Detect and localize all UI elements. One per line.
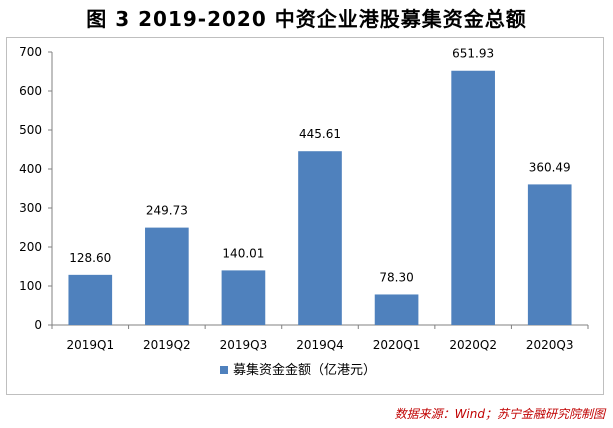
legend-label: 募集资金金额（亿港元）: [233, 362, 376, 378]
data-source-note: 数据来源：Wind；苏宁金融研究院制图: [394, 407, 605, 421]
bar-2020Q2: [451, 70, 495, 325]
y-tick-label: 700: [19, 45, 42, 59]
data-label-2019Q1: 128.60: [69, 251, 111, 265]
y-tick-label: 300: [19, 201, 42, 215]
bar-2019Q3: [221, 270, 266, 325]
x-tick-label-2019Q4: 2019Q4: [296, 338, 344, 352]
data-label-2020Q2: 651.93: [452, 47, 494, 61]
y-tick-label: 0: [34, 318, 42, 332]
x-tick-label-2019Q2: 2019Q2: [143, 338, 191, 352]
y-tick-label: 500: [19, 123, 42, 137]
data-label-2019Q4: 445.61: [299, 127, 341, 141]
data-label-2020Q3: 360.49: [529, 160, 571, 174]
chart-title: 图 3 2019-2020 中资企业港股募集资金总额: [86, 7, 527, 31]
data-label-2019Q3: 140.01: [222, 246, 264, 260]
data-label-2020Q1: 78.30: [379, 270, 413, 284]
y-tick-label: 600: [19, 84, 42, 98]
legend-swatch: [220, 366, 228, 374]
y-tick-label: 100: [19, 279, 42, 293]
x-tick-label-2020Q1: 2020Q1: [373, 338, 421, 352]
x-tick-label-2019Q1: 2019Q1: [66, 338, 114, 352]
x-tick-label-2019Q3: 2019Q3: [220, 338, 268, 352]
chart-frame: [6, 37, 604, 395]
bar-2020Q3: [527, 184, 572, 325]
bar-2020Q1: [374, 294, 419, 325]
y-tick-label: 200: [19, 240, 42, 254]
x-tick-label-2020Q2: 2020Q2: [449, 338, 497, 352]
y-tick-label: 400: [19, 162, 42, 176]
x-tick-label-2020Q3: 2020Q3: [526, 338, 574, 352]
bar-2019Q2: [145, 227, 189, 325]
data-label-2019Q2: 249.73: [146, 204, 188, 218]
bar-2019Q4: [298, 151, 342, 325]
bar-2019Q1: [68, 274, 113, 325]
